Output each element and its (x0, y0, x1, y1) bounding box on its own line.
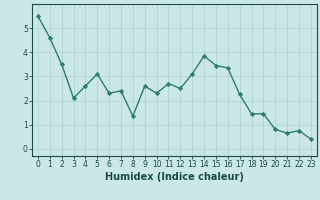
X-axis label: Humidex (Indice chaleur): Humidex (Indice chaleur) (105, 172, 244, 182)
